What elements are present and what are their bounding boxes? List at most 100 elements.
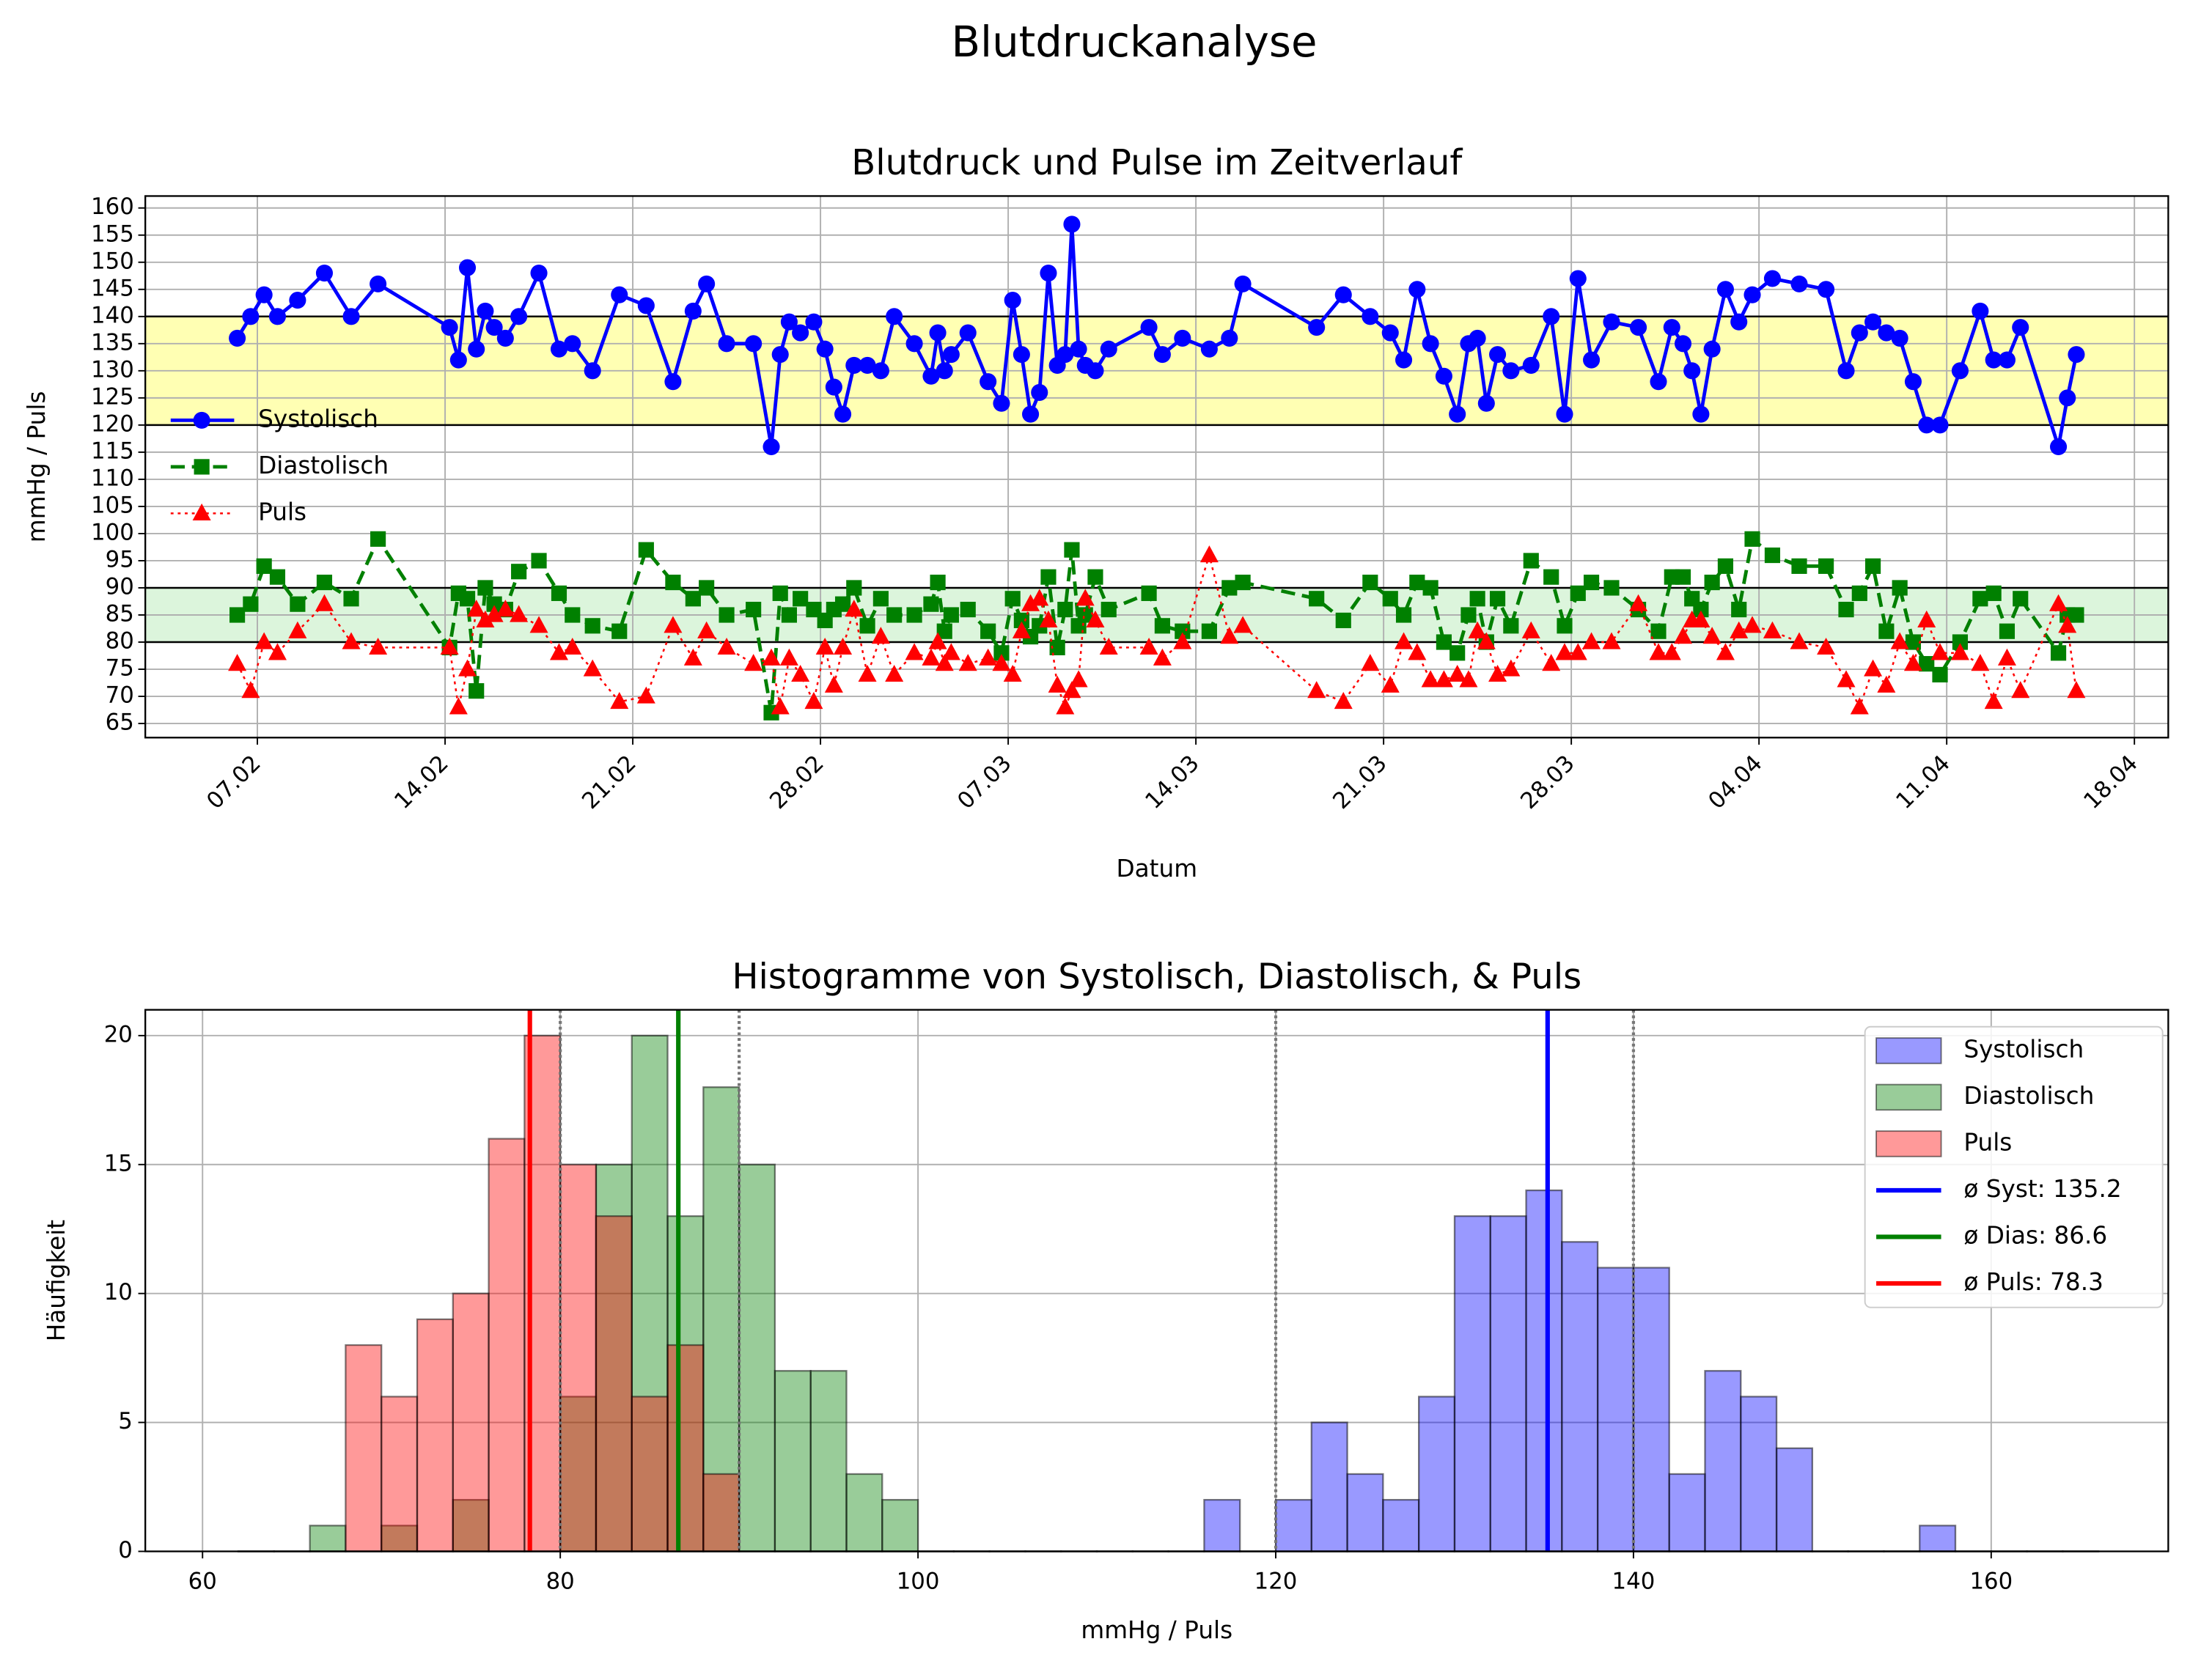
- marker: [1308, 319, 1326, 336]
- marker: [1048, 675, 1067, 693]
- histogram-bar: [1274, 1499, 1312, 1552]
- marker: [1557, 618, 1573, 634]
- marker: [1064, 542, 1080, 558]
- histogram-bar: [1418, 1396, 1456, 1552]
- marker: [1984, 691, 2003, 710]
- marker: [771, 346, 789, 364]
- histogram-bar: [1919, 1525, 1957, 1552]
- y-tick-label: 80: [106, 628, 134, 655]
- histogram-bar: [452, 1292, 490, 1552]
- marker: [2067, 681, 2086, 699]
- marker: [1543, 569, 1559, 585]
- marker: [993, 394, 1010, 412]
- marker: [1201, 623, 1217, 639]
- marker: [744, 654, 763, 671]
- marker: [1502, 659, 1521, 677]
- marker: [531, 553, 547, 569]
- marker: [1864, 313, 1882, 331]
- marker: [315, 265, 334, 282]
- marker: [342, 308, 360, 325]
- marker: [834, 637, 853, 655]
- marker: [791, 664, 810, 682]
- marker: [1362, 308, 1379, 325]
- histogram-bar: [845, 1473, 883, 1552]
- y-tick-label: 15: [104, 1150, 133, 1176]
- histogram-bar: [1775, 1447, 1814, 1552]
- marker: [1543, 308, 1560, 325]
- marker: [563, 637, 582, 655]
- marker: [683, 648, 702, 666]
- marker: [370, 531, 386, 547]
- histogram-bar: [595, 1215, 633, 1552]
- marker: [315, 594, 334, 611]
- marker: [1763, 621, 1782, 638]
- marker: [1395, 607, 1412, 623]
- marker: [1999, 623, 2016, 639]
- marker: [1890, 632, 1909, 649]
- marker: [905, 643, 924, 660]
- marker: [1040, 569, 1057, 585]
- marker: [1477, 394, 1495, 412]
- marker: [1221, 580, 1238, 596]
- marker: [885, 664, 904, 682]
- marker: [1865, 558, 1881, 574]
- marker: [1985, 585, 2002, 601]
- marker: [1477, 632, 1496, 649]
- marker: [610, 691, 629, 710]
- marker: [229, 607, 246, 623]
- marker: [935, 654, 954, 671]
- marker: [1062, 681, 1081, 699]
- marker: [1435, 367, 1452, 385]
- marker: [636, 686, 655, 704]
- marker: [905, 335, 923, 353]
- histogram-bar: [1346, 1473, 1384, 1552]
- marker: [1141, 585, 1157, 601]
- marker: [886, 607, 903, 623]
- marker: [1903, 654, 1922, 671]
- marker: [960, 602, 976, 618]
- marker: [1790, 275, 1808, 292]
- marker: [834, 596, 851, 612]
- marker: [565, 607, 581, 623]
- histogram-bar: [1453, 1215, 1491, 1552]
- marker: [242, 308, 260, 325]
- marker: [316, 574, 333, 591]
- marker: [1174, 329, 1191, 347]
- marker: [1730, 621, 1749, 638]
- marker: [1744, 531, 1760, 547]
- marker: [1891, 329, 1908, 347]
- y-tick-label: 130: [91, 356, 134, 383]
- marker: [1086, 610, 1105, 628]
- marker: [549, 643, 568, 660]
- marker: [845, 356, 863, 374]
- marker: [1837, 362, 1855, 380]
- legend-box: [1864, 1025, 2164, 1308]
- marker: [1570, 585, 1586, 601]
- plot-frame: [144, 1009, 2169, 1552]
- y-tick-label: 105: [91, 492, 134, 518]
- marker: [1522, 356, 1540, 374]
- marker: [762, 648, 781, 666]
- marker: [2058, 616, 2077, 633]
- histogram-bar: [1596, 1267, 1635, 1552]
- marker: [1663, 319, 1680, 336]
- marker: [1334, 286, 1352, 303]
- marker: [1408, 643, 1427, 660]
- marker: [1408, 281, 1426, 298]
- marker: [816, 340, 834, 358]
- y-tick-label: 145: [91, 275, 134, 301]
- marker: [684, 302, 702, 320]
- marker: [1199, 545, 1219, 563]
- marker: [1649, 643, 1668, 660]
- marker: [441, 319, 458, 336]
- marker: [699, 580, 715, 596]
- marker: [1556, 405, 1573, 423]
- marker: [584, 618, 600, 634]
- marker: [1818, 281, 1835, 298]
- marker: [779, 648, 798, 666]
- y-tick-label: 0: [118, 1537, 133, 1563]
- marker: [2050, 645, 2067, 661]
- marker: [1030, 589, 1049, 606]
- marker: [1421, 670, 1440, 688]
- marker: [834, 405, 852, 423]
